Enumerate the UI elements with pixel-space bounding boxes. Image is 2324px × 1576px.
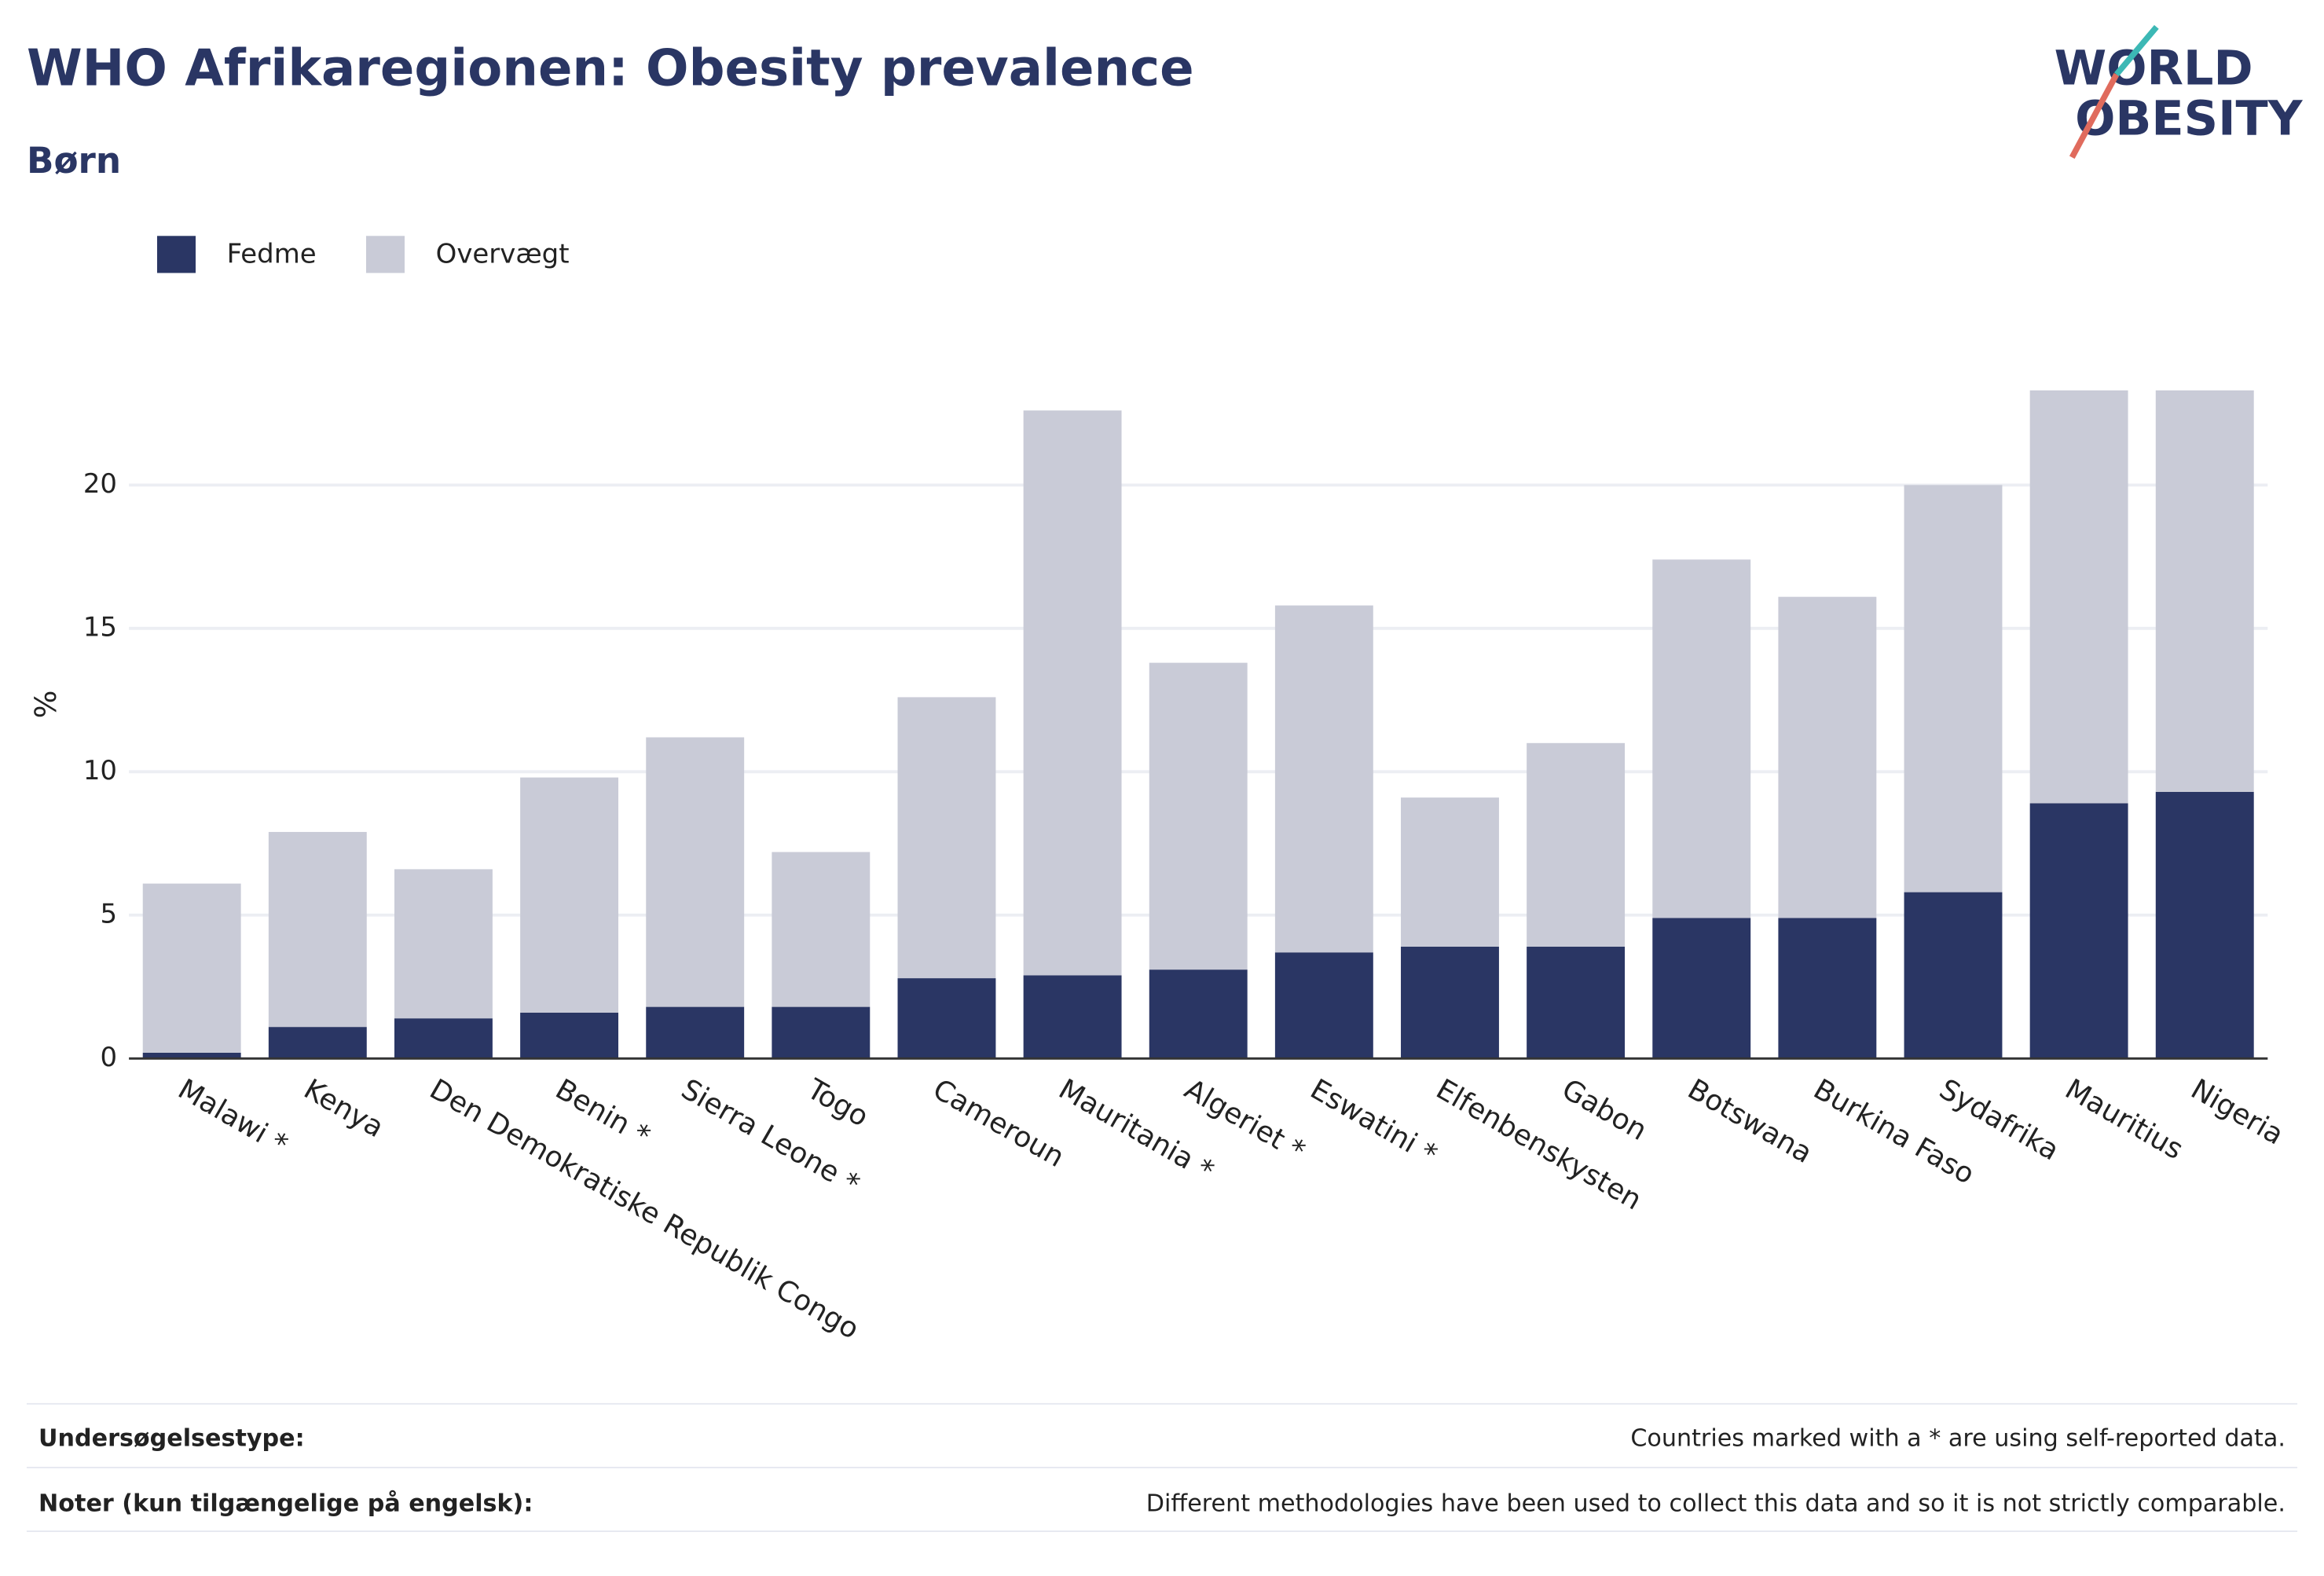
x-tick-label: Kenya <box>299 1073 389 1144</box>
legend-swatch <box>365 236 405 273</box>
bar-segment <box>1023 975 1122 1059</box>
note-label: Undersøgelsestype: <box>38 1425 305 1453</box>
y-tick-label: 5 <box>100 898 117 929</box>
chart-title: WHO Afrikaregionen: Obesity prevalence <box>27 38 1194 97</box>
y-tick-label: 0 <box>100 1042 117 1073</box>
x-tick-label: Botswana <box>1682 1073 1817 1170</box>
bar-segment <box>2029 803 2128 1059</box>
bar-segment <box>1149 969 1248 1059</box>
bar-segment <box>1527 742 1626 947</box>
bar-segment <box>268 1027 367 1059</box>
legend-swatch <box>156 236 196 273</box>
bar-segment <box>897 697 996 979</box>
note-label: Noter (kun tilgængelige på engelsk): <box>38 1490 533 1518</box>
x-tick-label: Den Demokratiske Republik Congo <box>424 1073 864 1346</box>
x-tick-label: Elfenbenskysten <box>1431 1073 1647 1217</box>
bar-segment <box>1274 605 1373 953</box>
bar-segment <box>1401 797 1499 947</box>
x-tick-label: Cameroun <box>927 1073 1069 1174</box>
x-tick-label: Benin * <box>550 1073 655 1153</box>
x-tick-label: Malawi * <box>173 1073 293 1161</box>
bar-segment <box>1904 892 2003 1059</box>
bar-segment <box>1023 410 1122 976</box>
y-tick-label: 10 <box>83 755 117 786</box>
y-tick-label: 20 <box>83 468 117 500</box>
x-tick-label: Togo <box>801 1072 874 1133</box>
chart-subtitle: Børn <box>27 140 121 181</box>
bar-segment <box>394 1018 493 1059</box>
bar-segment <box>520 777 619 1013</box>
bar-segment <box>1904 485 2003 892</box>
bar-segment <box>394 869 493 1019</box>
logo-stroke <box>2114 24 2159 77</box>
legend-label: Overvægt <box>436 238 570 269</box>
bar-segment <box>897 978 996 1059</box>
legend-label: Fedme <box>227 238 317 269</box>
bar-segment <box>646 1006 745 1059</box>
bar-segment <box>142 883 241 1053</box>
bar-segment <box>1778 596 1877 918</box>
bar-segment <box>142 1052 241 1059</box>
note-text: Countries marked with a * are using self… <box>1630 1425 2286 1453</box>
bar-segment <box>1274 952 1373 1059</box>
bar-segment <box>772 1006 871 1059</box>
bar-segment <box>1652 559 1751 918</box>
note-text: Different methodologies have been used t… <box>1146 1490 2286 1518</box>
bar-segment <box>772 852 871 1007</box>
bar-segment <box>646 737 745 1007</box>
y-axis-label: % <box>28 690 63 718</box>
x-tick-label: Eswatini * <box>1305 1073 1442 1171</box>
bar-segment <box>520 1012 619 1059</box>
bar-segment <box>2029 390 2128 804</box>
bar-segment <box>1149 662 1248 970</box>
bar-segment <box>1527 946 1626 1059</box>
bar-segment <box>2155 791 2254 1059</box>
logo-text: WORLD <box>2055 41 2253 96</box>
bar-segment <box>1401 946 1499 1059</box>
x-tick-label: Nigeria <box>2186 1073 2289 1152</box>
logo-text: OBESITY <box>2075 92 2304 147</box>
bar-segment <box>2155 390 2254 792</box>
logo-stroke <box>2069 72 2120 159</box>
x-tick-label: Gabon <box>1556 1073 1652 1147</box>
bar-segment <box>1652 918 1751 1059</box>
bar-segment <box>268 831 367 1028</box>
y-tick-label: 15 <box>83 611 117 643</box>
x-tick-label: Mauritius <box>2060 1073 2189 1166</box>
bar-segment <box>1778 918 1877 1059</box>
